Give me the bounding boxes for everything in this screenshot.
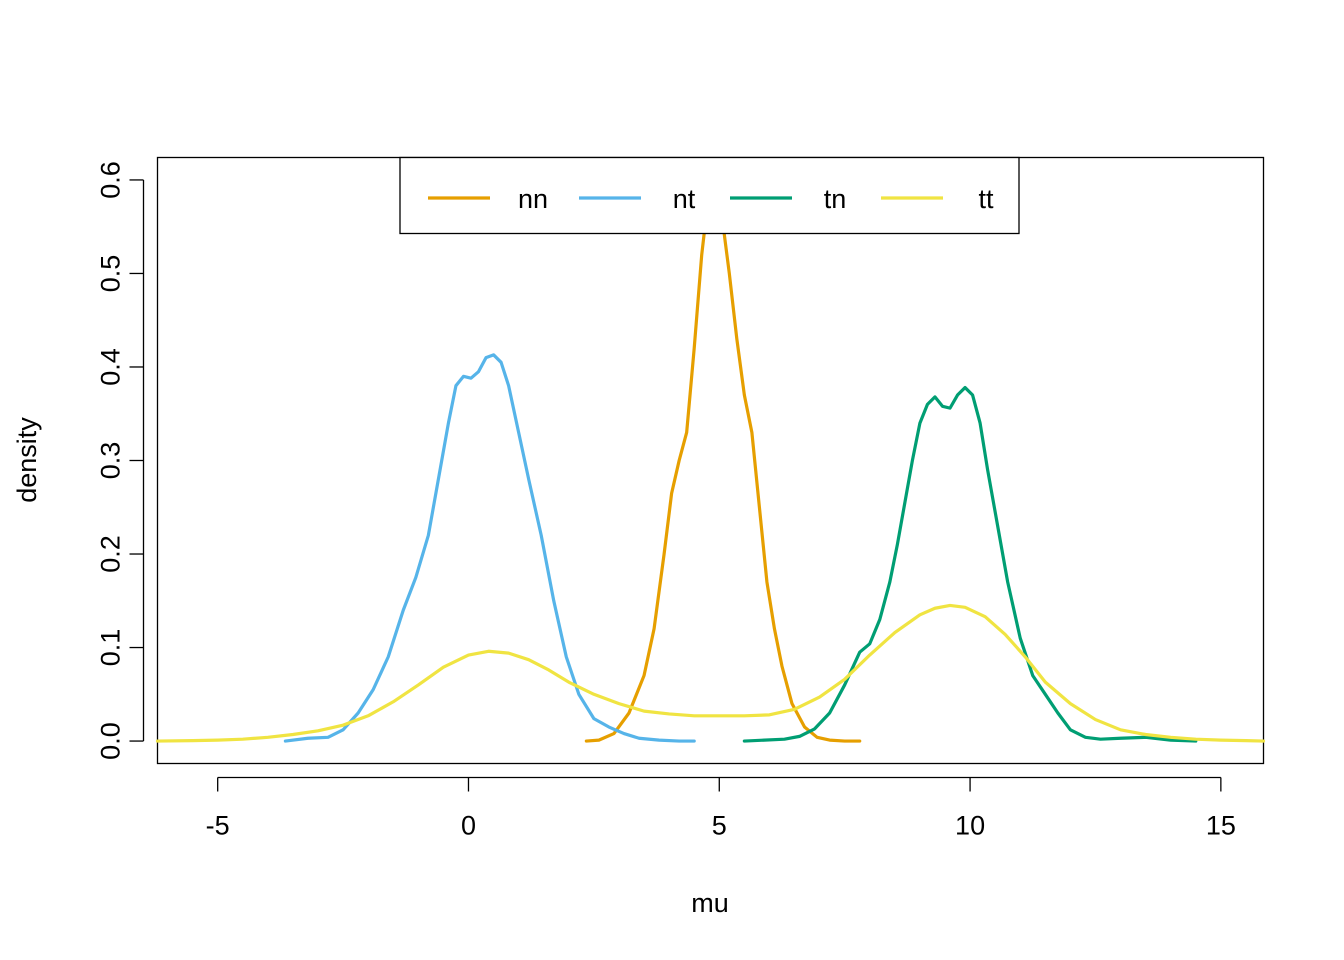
legend-label-tn: tn [824, 184, 847, 214]
legend-label-nn: nn [518, 184, 548, 214]
y-tick-label: 0.6 [96, 161, 126, 199]
x-tick-label: 5 [712, 811, 727, 841]
y-tick-label: 0.0 [96, 722, 126, 760]
legend-label-nt: nt [673, 184, 696, 214]
x-tick-label: -5 [206, 811, 230, 841]
legend: nn nt tn tt [399, 156, 1020, 235]
y-tick-label: 0.5 [96, 255, 126, 293]
x-tick-label: 15 [1206, 811, 1236, 841]
y-tick-label: 0.4 [96, 348, 126, 386]
legend-label-tt: tt [978, 184, 994, 214]
x-tick-label: 0 [461, 811, 476, 841]
series-line-nn [584, 159, 862, 743]
series-line-nt [283, 353, 696, 743]
plot-frame [156, 156, 1265, 765]
y-tick-label: 0.2 [96, 535, 126, 573]
series-line-tt [155, 603, 1266, 743]
legend-box [399, 156, 1020, 235]
x-tick-label: 10 [955, 811, 985, 841]
y-axis-title: density [12, 417, 42, 503]
x-axis: -5 0 5 10 15 [206, 776, 1236, 841]
series-line-tn [742, 385, 1198, 743]
y-tick-label: 0.1 [96, 629, 126, 667]
x-axis-title: mu [691, 888, 729, 918]
y-axis: 0.0 0.1 0.2 0.3 0.4 0.5 0.6 [96, 161, 145, 760]
y-tick-label: 0.3 [96, 442, 126, 480]
series-lines [155, 159, 1266, 743]
